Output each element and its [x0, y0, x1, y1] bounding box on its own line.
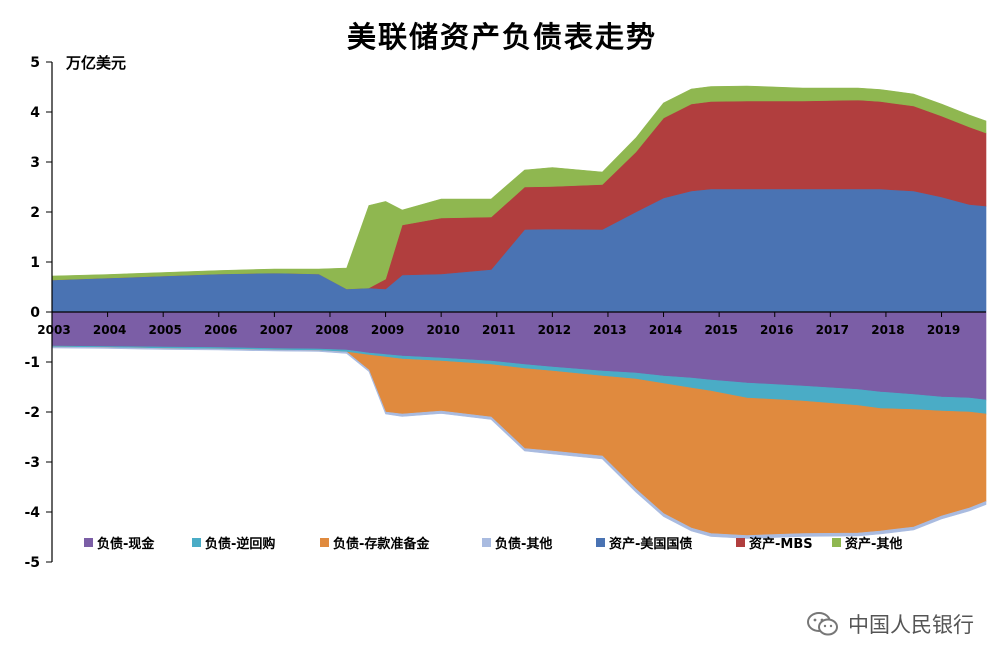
legend-swatch [736, 538, 745, 547]
y-tick-label: -4 [24, 505, 40, 521]
watermark: 中国人民银行 [806, 609, 974, 639]
legend-swatch [84, 538, 93, 547]
x-tick-label: 2015 [704, 323, 737, 337]
y-tick-label: 5 [30, 55, 40, 71]
watermark-text: 中国人民银行 [848, 613, 974, 637]
x-tick-label: 2004 [93, 323, 126, 337]
legend-label: 资产-其他 [845, 536, 902, 552]
x-tick-label: 2019 [927, 323, 960, 337]
y-axis-unit-label: 万亿美元 [66, 54, 127, 72]
legend-label: 资产-MBS [749, 536, 813, 552]
x-tick-label: 2007 [260, 323, 293, 337]
x-tick-label: 2012 [538, 323, 571, 337]
x-tick-label: 2011 [482, 323, 515, 337]
x-tick-label: 2008 [315, 323, 348, 337]
y-tick-label: -2 [24, 405, 40, 421]
x-tick-label: 2017 [816, 323, 849, 337]
legend-label: 负债-其他 [495, 536, 552, 552]
legend-swatch [596, 538, 605, 547]
y-tick-label: 2 [30, 205, 40, 221]
chart-title: 美联储资产负债表走势 [346, 20, 657, 54]
x-tick-label: 2005 [148, 323, 181, 337]
y-tick-label: 1 [30, 255, 40, 271]
y-tick-label: -3 [24, 455, 40, 471]
x-tick-label: 2009 [371, 323, 404, 337]
legend-label: 负债-现金 [97, 536, 155, 552]
x-tick-label: 2010 [426, 323, 459, 337]
area-series-2 [51, 85, 987, 290]
y-tick-label: 3 [30, 155, 40, 171]
x-tick-label: 2016 [760, 323, 793, 337]
legend-swatch [482, 538, 491, 547]
legend-label: 资产-美国国债 [609, 536, 692, 552]
legend-swatch [320, 538, 329, 547]
wechat-icon [807, 612, 838, 636]
x-tick-label: 2006 [204, 323, 237, 337]
legend-label: 负债-存款准备金 [333, 536, 430, 552]
area-series-6 [51, 346, 987, 539]
x-tick-label: 2013 [593, 323, 626, 337]
y-tick-label: 0 [30, 305, 40, 321]
y-tick-label: -1 [24, 355, 40, 371]
x-tick-label: 2003 [37, 323, 70, 337]
legend-swatch [192, 538, 201, 547]
y-tick-label: 4 [30, 105, 40, 121]
legend-label: 负债-逆回购 [205, 536, 275, 552]
x-tick-label: 2018 [871, 323, 904, 337]
x-tick-label: 2014 [649, 323, 682, 337]
legend-swatch [832, 538, 841, 547]
y-tick-label: -5 [24, 555, 40, 571]
